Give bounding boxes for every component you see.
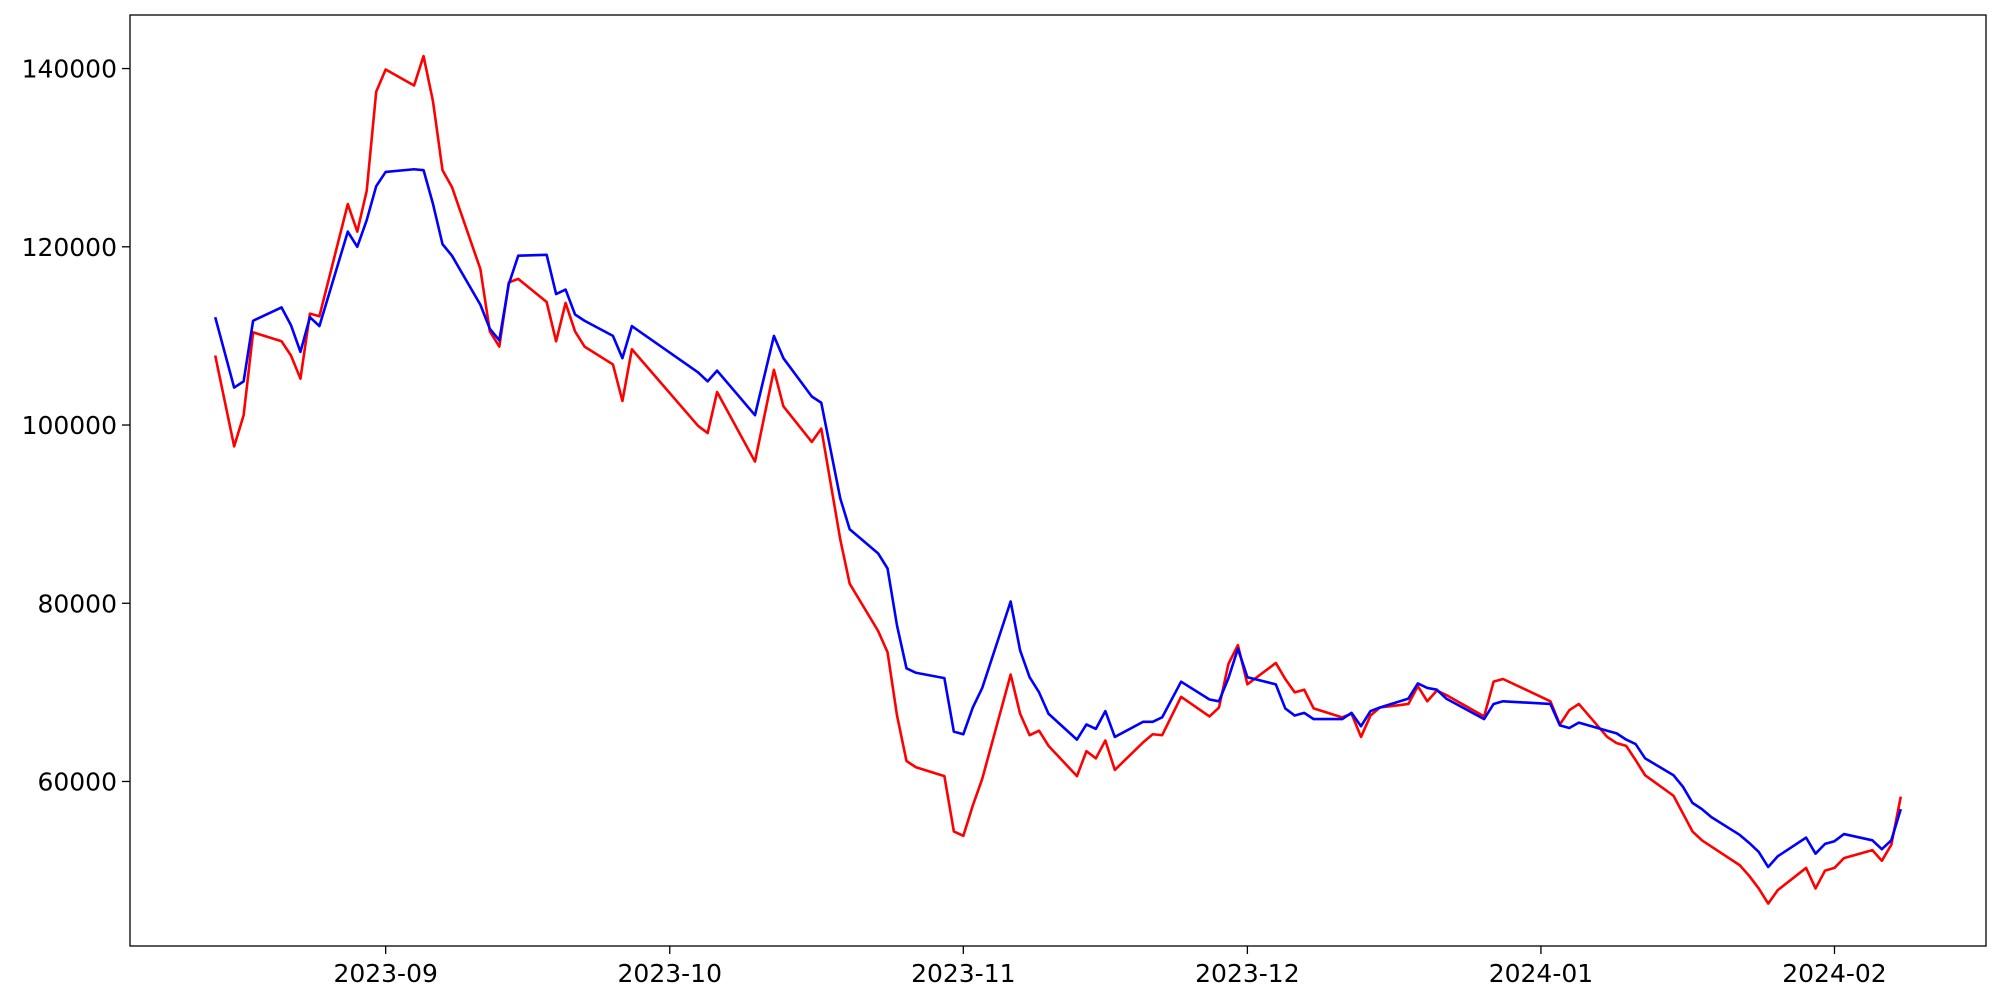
x-tick-label: 2024-02 (1782, 959, 1886, 988)
axes-frame (129, 14, 1987, 947)
x-tick-label: 2023-11 (911, 959, 1015, 988)
y-tick-label: 80000 (37, 589, 117, 618)
series-line (213, 54, 1903, 905)
y-tick-label: 120000 (22, 233, 117, 262)
series-line (213, 167, 1903, 869)
x-tick-label: 2023-09 (333, 959, 437, 988)
y-tick-label: 140000 (22, 55, 117, 84)
y-tick-label: 100000 (22, 411, 117, 440)
x-tick-label: 2023-10 (618, 959, 722, 988)
x-tick-label: 2023-12 (1195, 959, 1299, 988)
y-tick-label: 60000 (37, 767, 117, 796)
plot-area (213, 54, 1903, 905)
x-tick-label: 2024-01 (1489, 959, 1593, 988)
